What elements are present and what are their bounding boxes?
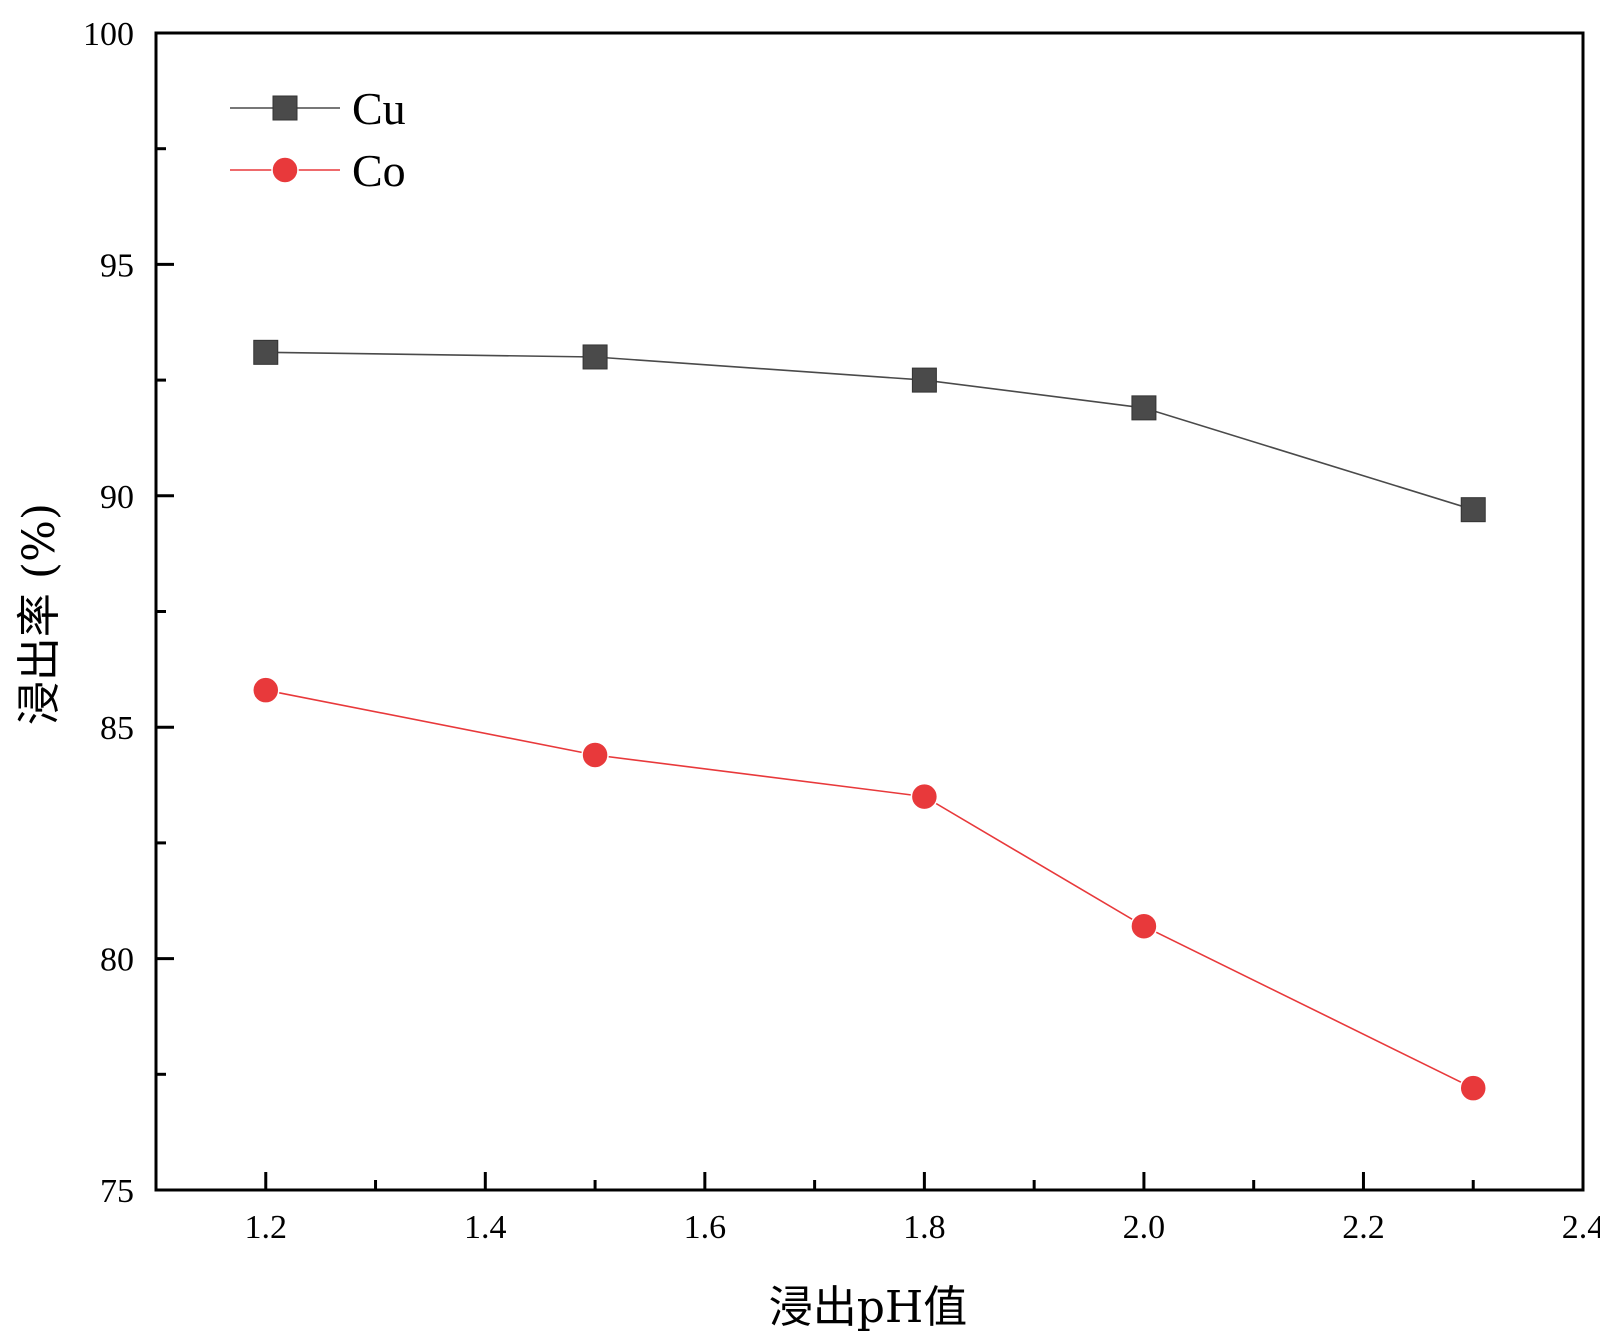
y-tick-label: 80 [100, 942, 134, 979]
y-tick-label: 90 [100, 479, 134, 516]
x-tick-label: 2.4 [1562, 1209, 1600, 1246]
legend-entry-cu: Cu [230, 83, 406, 134]
x-tick-label: 2.2 [1342, 1209, 1385, 1246]
co-marker [252, 676, 280, 704]
co-marker [1459, 1074, 1487, 1102]
y-tick-label: 75 [100, 1173, 134, 1210]
x-axis-title: 浸出pH值 [769, 1282, 968, 1333]
co-marker [1130, 912, 1158, 940]
series-layer [252, 339, 1487, 1102]
legend-label-co: Co [352, 145, 406, 196]
cu-marker [582, 344, 608, 370]
cu-series-line [265, 351, 1474, 511]
y-tick-label: 95 [100, 247, 134, 284]
major-ticks [156, 31, 1585, 1192]
co-marker [910, 782, 939, 811]
cu-marker [253, 339, 279, 365]
cu-marker [1131, 395, 1157, 421]
y-axis-title: 浸出率 (%) [14, 503, 65, 725]
cu-marker [1460, 497, 1486, 523]
legend-marker-cu [272, 95, 298, 121]
legend-marker-co [271, 156, 299, 184]
x-tick-label: 2.0 [1123, 1209, 1166, 1246]
legend-label-cu: Cu [352, 83, 406, 134]
x-tick-label: 1.4 [464, 1209, 507, 1246]
co-marker [581, 741, 609, 769]
legend-entry-co: Co [230, 145, 406, 196]
y-tick-label: 85 [100, 710, 134, 747]
y-tick-labels: 75 80 85 90 95 100 [83, 16, 134, 1210]
plot-frame [154, 31, 1585, 1192]
co-series-line [265, 689, 1474, 1089]
x-tick-labels: 1.2 1.4 1.6 1.8 2.0 2.2 2.4 [245, 1209, 1600, 1246]
x-tick-label: 1.2 [245, 1209, 288, 1246]
x-tick-label: 1.6 [684, 1209, 727, 1246]
x-tick-label: 1.8 [903, 1209, 946, 1246]
cu-marker [911, 367, 937, 393]
legend: Cu Co [230, 83, 406, 196]
y-tick-label: 100 [83, 16, 134, 53]
minor-ticks [156, 147, 1475, 1190]
